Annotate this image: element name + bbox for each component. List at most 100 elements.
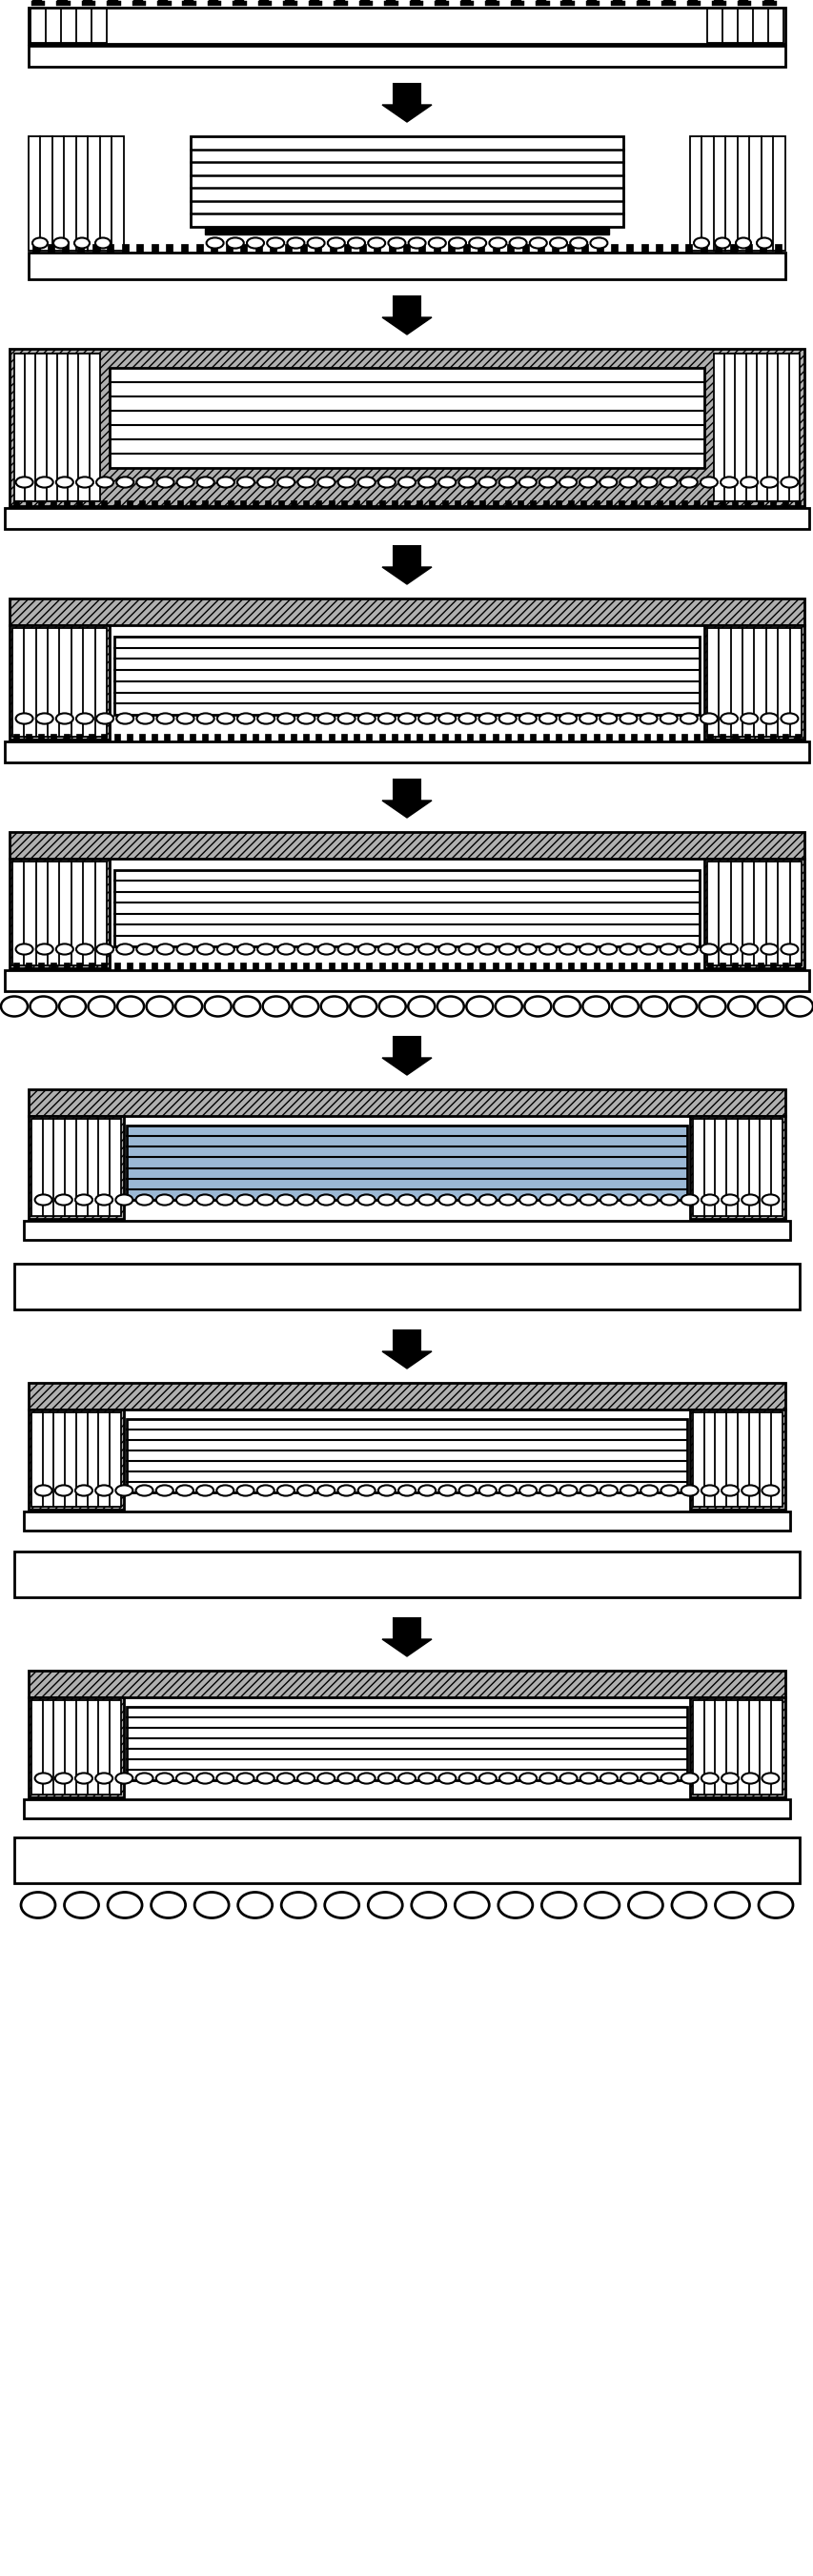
Bar [611,245,617,252]
Ellipse shape [237,477,254,487]
Polygon shape [382,1352,431,1368]
Bar [656,963,662,971]
Bar [205,227,608,234]
Ellipse shape [378,477,395,487]
Ellipse shape [263,997,289,1018]
Ellipse shape [54,237,68,247]
Bar [517,734,523,742]
Bar [643,500,649,507]
Ellipse shape [693,237,708,247]
Ellipse shape [438,1772,455,1783]
Bar [693,963,699,971]
Ellipse shape [498,714,515,724]
Ellipse shape [698,997,725,1018]
Ellipse shape [660,1486,677,1497]
Bar [542,500,548,507]
Ellipse shape [669,997,696,1018]
Bar [467,500,472,507]
Bar [28,252,785,278]
Ellipse shape [539,1195,556,1206]
Ellipse shape [459,943,476,956]
Ellipse shape [36,943,53,956]
Bar [315,963,321,971]
Bar [403,245,410,252]
Ellipse shape [96,714,113,724]
Ellipse shape [701,1195,718,1206]
Ellipse shape [640,997,667,1018]
Ellipse shape [756,237,771,247]
Bar [428,500,435,507]
Ellipse shape [379,997,406,1018]
Bar [126,500,132,507]
Bar [661,0,675,5]
Bar [10,348,803,505]
Ellipse shape [337,1195,354,1206]
Ellipse shape [337,714,354,724]
Ellipse shape [680,714,697,724]
Bar [89,500,94,507]
Polygon shape [382,567,431,585]
Ellipse shape [307,237,324,247]
Ellipse shape [378,1195,395,1206]
Bar [328,734,334,742]
Ellipse shape [599,714,616,724]
Bar [757,963,763,971]
Bar [693,734,699,742]
Ellipse shape [620,714,637,724]
Bar [15,1837,798,1883]
Bar [782,500,788,507]
Ellipse shape [156,1195,173,1206]
Ellipse shape [358,714,375,724]
Ellipse shape [541,1893,576,1919]
Bar [270,245,276,252]
Ellipse shape [539,477,556,487]
Bar [606,963,611,971]
Ellipse shape [758,1893,792,1919]
Ellipse shape [197,714,214,724]
Ellipse shape [579,714,596,724]
Ellipse shape [358,1486,375,1497]
Ellipse shape [320,997,347,1018]
Ellipse shape [569,237,587,247]
Ellipse shape [701,1772,718,1783]
Ellipse shape [146,997,173,1018]
Bar [127,1419,686,1492]
Ellipse shape [539,1772,556,1783]
Ellipse shape [337,1486,354,1497]
Bar [38,963,44,971]
Ellipse shape [720,1772,738,1783]
Bar [302,500,309,507]
Bar [227,500,233,507]
Bar [15,353,100,502]
Ellipse shape [204,997,231,1018]
Bar [504,734,511,742]
Bar [670,245,676,252]
Ellipse shape [95,1772,112,1783]
Ellipse shape [55,1772,72,1783]
Ellipse shape [519,943,536,956]
Ellipse shape [559,714,576,724]
Bar [393,296,420,317]
Ellipse shape [156,1486,173,1497]
Bar [341,734,346,742]
Ellipse shape [589,237,606,247]
Bar [580,963,586,971]
Ellipse shape [714,237,729,247]
Ellipse shape [194,1893,228,1919]
Bar [227,963,233,971]
Bar [139,734,145,742]
Bar [56,0,70,5]
Ellipse shape [479,1195,496,1206]
Ellipse shape [720,1195,738,1206]
Ellipse shape [468,237,485,247]
Bar [277,734,284,742]
Bar [517,963,523,971]
Bar [240,963,246,971]
Bar [711,0,725,5]
Bar [719,500,724,507]
Bar [63,500,69,507]
Ellipse shape [257,714,274,724]
Bar [76,734,81,742]
Bar [560,0,574,5]
Bar [240,500,246,507]
